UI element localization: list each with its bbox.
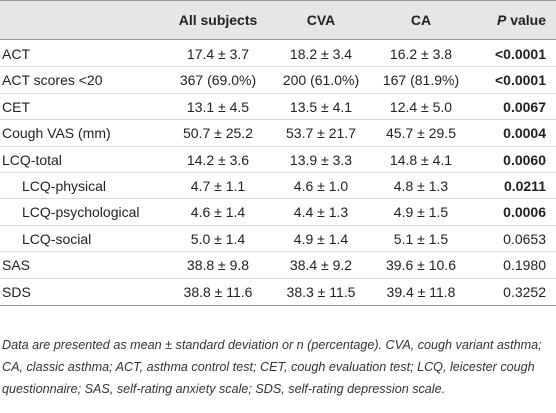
cell: 45.7 ± 29.5 [386,125,456,142]
cell: 16.2 ± 3.8 [389,46,453,62]
p-value: 0.3252 [503,283,546,300]
p-value: 0.0060 [503,151,546,168]
cell: 39.6 ± 10.6 [386,257,456,274]
cell: 14.8 ± 4.1 [389,151,453,168]
row-label: Cough VAS (mm) [2,125,111,142]
table-bottom-border [0,305,556,306]
row-label: SDS [2,283,31,300]
cell: 4.6 ± 1.4 [190,204,246,221]
p-value: 0.0067 [503,98,546,115]
p-value: <0.0001 [495,72,546,89]
footnote: Data are presented as mean ± standard de… [2,338,542,396]
p-value: 0.0653 [503,230,546,247]
row-separator [0,119,556,121]
cell: 5.1 ± 1.5 [393,230,449,247]
row-label: LCQ-total [2,151,62,168]
p-value: 0.0211 [503,178,546,194]
row-label: ACT scores <20 [2,72,103,89]
p-value: 0.1980 [503,257,546,274]
cell: 367 (69.0%) [179,72,257,89]
cell: 4.7 ± 1.1 [190,178,246,194]
cell: 4.6 ± 1.0 [293,178,349,194]
p-text: value [510,12,546,28]
row-separator [0,66,556,68]
cell: 4.4 ± 1.3 [293,204,349,221]
cell: 53.7 ± 21.7 [286,125,356,142]
p-value: 0.0004 [503,125,546,142]
row-separator [0,198,556,200]
row-separator [0,92,556,94]
row-label: LCQ-social [22,230,92,247]
row-label: CET [2,98,30,115]
cell: 167 (81.9%) [382,72,460,89]
cell: 18.2 ± 3.4 [289,46,353,62]
row-label: LCQ-psychological [22,204,140,221]
cell: 38.4 ± 9.2 [289,257,353,274]
p-italic: P [496,12,507,28]
cell: 17.4 ± 3.7 [186,46,250,62]
row-separator [0,172,556,173]
cell: 4.9 ± 1.5 [393,204,449,221]
row-label: LCQ-physical [22,178,107,194]
cell: 38.8 ± 11.6 [183,283,253,300]
cell: 38.3 ± 11.5 [286,283,356,300]
p-value: <0.0001 [495,46,546,62]
row-label: ACT [2,46,30,62]
column-header: CVA [306,12,336,28]
cell: 12.4 ± 5.0 [389,98,453,115]
column-header: All subjects [178,12,258,28]
cell: 13.5 ± 4.1 [289,98,353,115]
cell: 13.1 ± 4.5 [186,98,250,115]
cell: 50.7 ± 25.2 [183,125,253,142]
row-separator [0,224,556,226]
row-separator [0,251,556,253]
cell: 5.0 ± 1.4 [190,230,246,247]
cell: 4.9 ± 1.4 [293,230,349,247]
cell: 38.8 ± 9.8 [186,257,250,274]
row-separator [0,277,556,279]
cell: 200 (61.0%) [282,72,360,89]
header-background [0,0,556,40]
cell: 39.4 ± 11.8 [386,283,456,300]
p-value: 0.0006 [503,204,546,221]
row-separator [0,145,556,147]
cell: 13.9 ± 3.3 [289,151,353,168]
cell: 14.2 ± 3.6 [186,151,250,168]
column-header: P value [497,11,546,29]
row-label: SAS [2,257,31,274]
column-header: CA [410,12,432,28]
cell: 4.8 ± 1.3 [393,178,449,194]
